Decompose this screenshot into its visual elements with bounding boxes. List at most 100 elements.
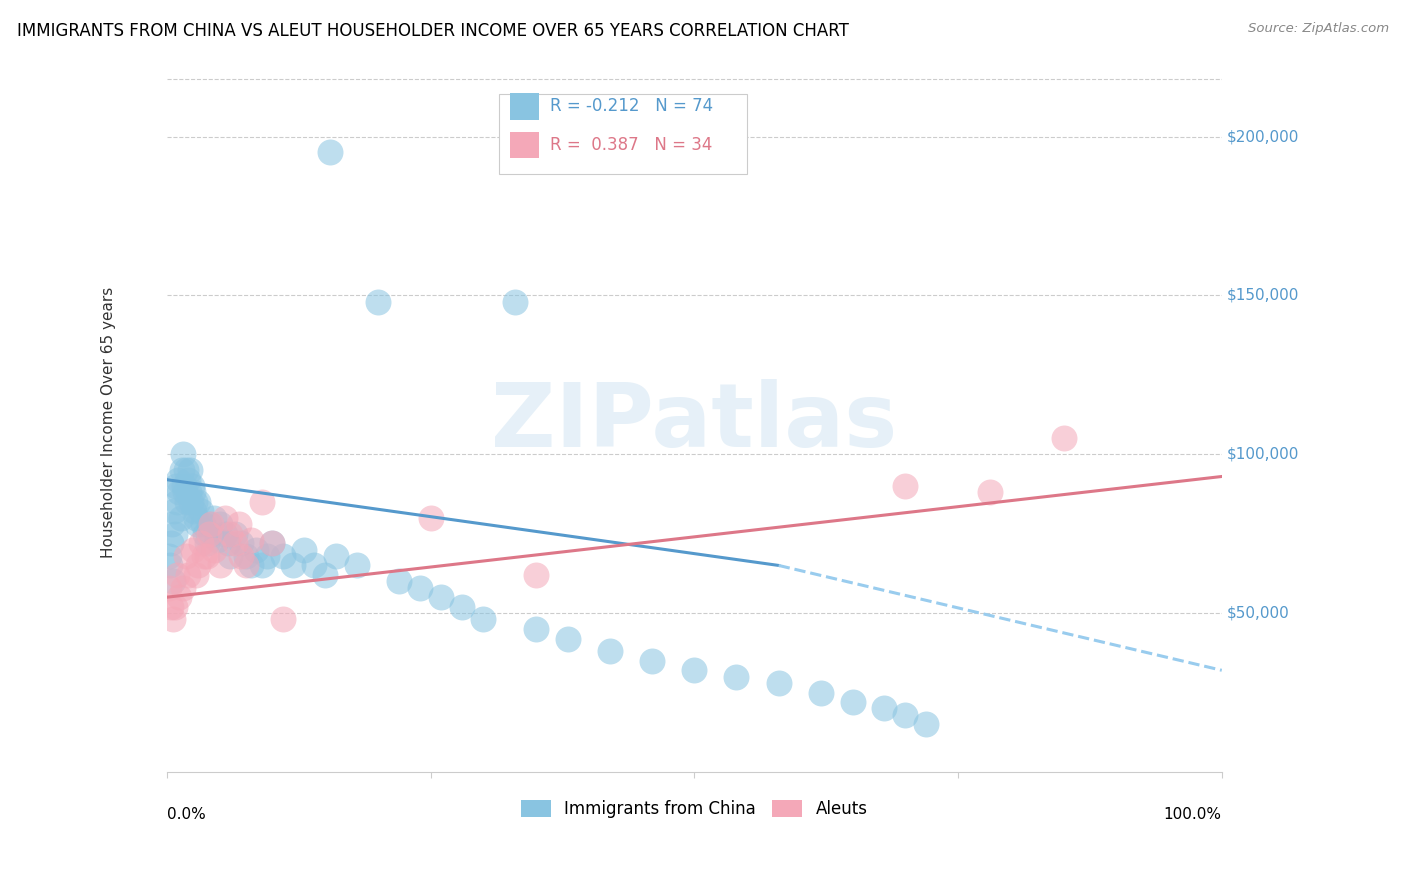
FancyBboxPatch shape: [509, 93, 540, 120]
Text: R =  0.387   N = 34: R = 0.387 N = 34: [550, 136, 711, 154]
Point: [184, 495, 207, 509]
Legend: Immigrants from China, Aleuts: Immigrants from China, Aleuts: [515, 793, 875, 824]
Point: [810, 685, 832, 699]
Point: [173, 479, 195, 493]
Point: [172, 581, 194, 595]
Point: [207, 533, 229, 547]
Point: [177, 485, 200, 500]
Point: [314, 568, 336, 582]
Point: [190, 536, 212, 550]
Text: $150,000: $150,000: [1227, 288, 1299, 303]
Point: [173, 485, 195, 500]
Point: [193, 549, 215, 563]
Point: [725, 670, 748, 684]
Point: [208, 558, 231, 573]
Point: [165, 479, 187, 493]
Point: [683, 663, 706, 677]
Point: [187, 558, 209, 573]
Point: [202, 510, 225, 524]
Point: [163, 504, 186, 518]
Point: [325, 549, 347, 563]
Point: [202, 542, 225, 557]
Text: 100.0%: 100.0%: [1164, 807, 1222, 822]
Point: [319, 145, 342, 160]
Point: [169, 591, 191, 605]
Point: [194, 526, 217, 541]
Point: [166, 568, 188, 582]
Point: [186, 568, 208, 582]
Point: [228, 517, 250, 532]
Point: [915, 717, 938, 731]
Point: [198, 517, 221, 532]
Point: [160, 517, 183, 532]
Point: [524, 568, 547, 582]
Point: [1052, 431, 1074, 445]
Point: [181, 542, 204, 557]
Point: [186, 517, 208, 532]
Point: [177, 568, 200, 582]
Text: Householder Income Over 65 years: Householder Income Over 65 years: [101, 287, 117, 558]
Text: $200,000: $200,000: [1227, 129, 1299, 144]
Point: [262, 536, 284, 550]
Point: [217, 536, 239, 550]
Point: [245, 542, 267, 557]
Text: $50,000: $50,000: [1227, 606, 1289, 621]
Point: [219, 549, 242, 563]
Point: [165, 599, 187, 614]
Point: [409, 581, 432, 595]
Point: [181, 479, 204, 493]
Point: [256, 549, 278, 563]
Point: [191, 517, 214, 532]
Text: $100,000: $100,000: [1227, 447, 1299, 462]
Point: [170, 463, 193, 477]
Point: [165, 526, 187, 541]
Point: [198, 526, 221, 541]
Point: [250, 558, 273, 573]
Point: [367, 294, 389, 309]
Point: [283, 558, 305, 573]
Text: ZIPatlas: ZIPatlas: [491, 379, 897, 466]
Point: [208, 517, 231, 532]
Point: [430, 591, 453, 605]
Point: [167, 473, 190, 487]
Point: [179, 463, 201, 477]
Text: 0.0%: 0.0%: [167, 807, 205, 822]
Point: [219, 526, 242, 541]
Point: [172, 447, 194, 461]
Text: R = -0.212   N = 74: R = -0.212 N = 74: [550, 97, 713, 115]
Point: [873, 701, 896, 715]
Point: [200, 526, 222, 541]
Point: [214, 526, 236, 541]
Point: [894, 479, 917, 493]
Point: [214, 510, 236, 524]
Point: [224, 526, 246, 541]
Point: [304, 558, 326, 573]
Point: [176, 495, 198, 509]
Point: [250, 495, 273, 509]
Point: [177, 473, 200, 487]
Point: [160, 599, 183, 614]
Point: [641, 654, 664, 668]
Point: [841, 695, 863, 709]
Point: [187, 495, 209, 509]
Point: [159, 558, 181, 573]
Point: [271, 549, 294, 563]
Text: Source: ZipAtlas.com: Source: ZipAtlas.com: [1249, 22, 1389, 36]
Point: [240, 533, 263, 547]
FancyBboxPatch shape: [499, 94, 747, 174]
Point: [195, 549, 218, 563]
Point: [174, 549, 197, 563]
Point: [235, 549, 257, 563]
Point: [195, 536, 218, 550]
Point: [181, 485, 204, 500]
Point: [224, 536, 246, 550]
Point: [169, 510, 191, 524]
Point: [200, 517, 222, 532]
Point: [419, 510, 441, 524]
Point: [157, 581, 180, 595]
Point: [599, 644, 621, 658]
Point: [169, 485, 191, 500]
Point: [768, 676, 790, 690]
Point: [262, 536, 284, 550]
Point: [229, 536, 252, 550]
